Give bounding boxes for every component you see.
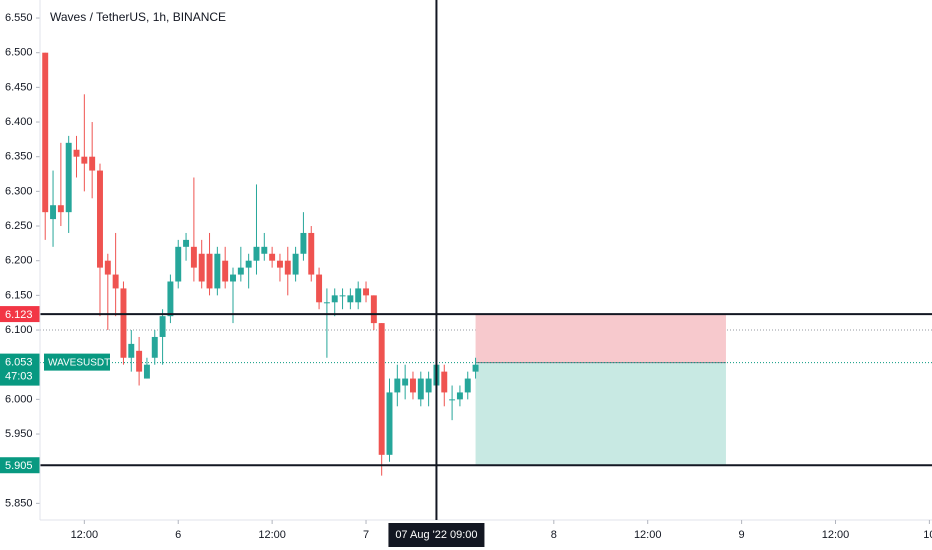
candle-body <box>355 288 362 303</box>
candle-body <box>175 246 182 282</box>
candle-body <box>472 364 479 372</box>
x-tick-label: 12:00 <box>822 529 850 541</box>
candle-body <box>464 378 471 393</box>
candle-body <box>159 316 166 337</box>
symbol-label: WAVESUSDT <box>48 357 110 368</box>
candle-body <box>190 246 197 268</box>
candle-body <box>97 170 103 268</box>
candle-body <box>456 392 463 400</box>
candle-body <box>73 149 80 157</box>
y-tick-label: 6.250 <box>5 220 33 232</box>
candle-body <box>183 239 190 247</box>
y-tick-label: 6.300 <box>5 185 33 197</box>
y-tick-label: 6.450 <box>5 81 33 93</box>
candle-body <box>81 156 88 164</box>
price-label-bg <box>0 457 40 474</box>
x-tick-label: 6 <box>175 529 181 541</box>
candle-body <box>300 232 307 254</box>
symbol-label-bg <box>44 353 110 371</box>
y-tick-label: 6.350 <box>5 151 33 163</box>
candle-body <box>308 232 315 275</box>
candle-body <box>284 260 291 275</box>
candle-body <box>323 302 330 304</box>
candle-body <box>292 253 299 275</box>
y-tick-label: 6.100 <box>5 324 33 336</box>
candle-body <box>269 253 276 261</box>
candle-body <box>120 288 127 358</box>
candle-body <box>65 142 72 213</box>
candle-body <box>214 253 221 289</box>
candle-body <box>128 343 135 358</box>
candle-body <box>363 288 369 296</box>
candle-body <box>112 274 119 289</box>
candle-body <box>386 392 393 455</box>
candle-body <box>237 267 244 275</box>
y-tick-label: 5.850 <box>5 497 33 509</box>
candle-body <box>143 364 150 379</box>
candle-body <box>261 246 268 254</box>
last-price-bg <box>0 353 40 386</box>
candle-body <box>370 295 377 324</box>
x-tick-label: 12:00 <box>71 529 99 541</box>
position-stop-zone <box>475 314 726 363</box>
candle-body <box>57 205 64 213</box>
candle-body <box>316 274 323 303</box>
candle-body <box>331 295 338 303</box>
candle-body <box>89 156 96 171</box>
candle-body <box>198 253 205 282</box>
y-tick-label: 6.150 <box>5 289 33 301</box>
candle-body <box>104 260 111 275</box>
candle-body <box>402 378 409 386</box>
candle-body <box>276 260 283 268</box>
candle-body <box>378 323 385 455</box>
candle-body <box>417 378 424 400</box>
candle-body <box>394 378 401 393</box>
last-price-label: 6.053 <box>5 357 33 369</box>
countdown-label: 47:03 <box>5 371 33 383</box>
x-tick-label: 12:00 <box>634 529 662 541</box>
candle-body <box>136 350 143 372</box>
crosshair-label-bg <box>388 523 485 547</box>
candle-body <box>409 378 416 393</box>
y-tick-label: 6.500 <box>5 47 33 59</box>
candle-body <box>42 52 49 213</box>
candle-body <box>441 371 448 393</box>
candle-body <box>50 205 57 220</box>
price-label-bg <box>0 306 40 323</box>
candle-body <box>222 260 229 282</box>
candle-body <box>347 295 354 303</box>
candle-body <box>339 295 346 297</box>
candle-body <box>245 260 252 268</box>
x-tick-label: 10 <box>923 529 932 541</box>
y-tick-label: 5.950 <box>5 428 33 440</box>
x-tick-label: 12:00 <box>258 529 286 541</box>
candle-body <box>230 274 236 282</box>
y-tick-label: 6.400 <box>5 116 33 128</box>
x-tick-label: 9 <box>739 529 745 541</box>
chart-title: Waves / TetherUS, 1h, BINANCE <box>50 10 226 24</box>
y-tick-label: 6.200 <box>5 255 33 267</box>
price-label: 6.123 <box>5 309 33 321</box>
y-tick-label: 6.000 <box>5 393 33 405</box>
x-tick-label: 7 <box>363 529 369 541</box>
position-target-zone <box>475 362 726 466</box>
crosshair-label: 07 Aug '22 09:00 <box>395 529 477 541</box>
y-tick-label: 6.550 <box>5 12 33 24</box>
price-label: 5.905 <box>5 460 33 472</box>
candle-body <box>151 336 158 358</box>
candle-body <box>253 246 260 261</box>
x-tick-label: 8 <box>551 529 557 541</box>
candle-body <box>167 281 174 317</box>
candle-body <box>425 378 432 393</box>
candle-body <box>206 253 213 289</box>
candle-body <box>449 399 456 401</box>
